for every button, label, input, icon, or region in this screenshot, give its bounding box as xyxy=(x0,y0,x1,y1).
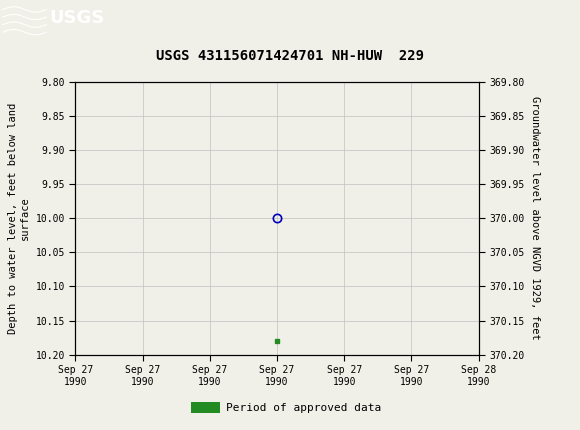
Text: Period of approved data: Period of approved data xyxy=(226,402,382,413)
Y-axis label: Depth to water level, feet below land
surface: Depth to water level, feet below land su… xyxy=(9,103,30,334)
Text: USGS: USGS xyxy=(49,9,104,27)
Text: USGS 431156071424701 NH-HUW  229: USGS 431156071424701 NH-HUW 229 xyxy=(156,49,424,63)
Y-axis label: Groundwater level above NGVD 1929, feet: Groundwater level above NGVD 1929, feet xyxy=(530,96,540,340)
